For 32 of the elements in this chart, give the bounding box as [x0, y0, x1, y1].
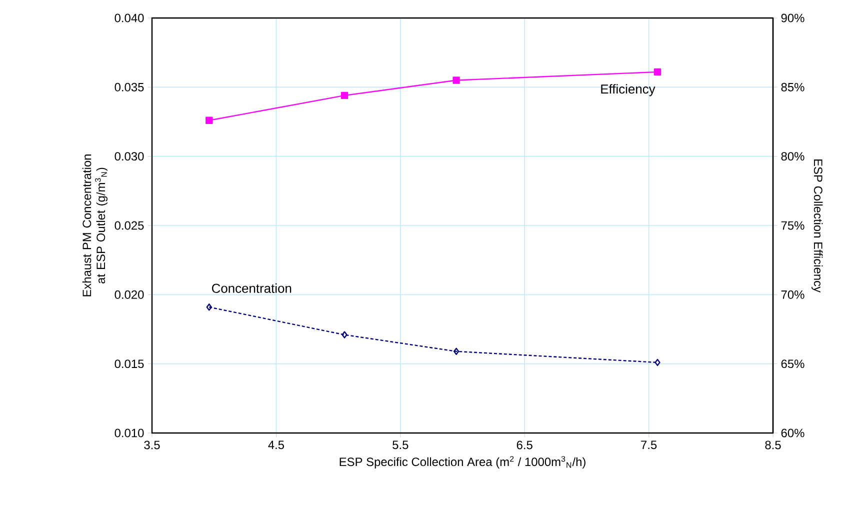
y-tick-label: 0.035 [114, 82, 144, 92]
y2-tick-label: 85% [781, 82, 804, 92]
x-axis-title: ESP Specific Collection Area (m$^{2}$ / 1000m$^{3}$$_{N}$/h) [340, 456, 586, 468]
series-label: Efficiency [601, 84, 656, 96]
x-tick-label: 6.5 [516, 440, 532, 450]
x-tick-label: 8.5 [765, 440, 781, 450]
y2-tick-label: 90% [781, 14, 804, 22]
point [340, 92, 348, 100]
point [654, 68, 662, 76]
point [206, 116, 213, 124]
y2-tick-label: 60% [781, 428, 804, 438]
point [654, 358, 660, 366]
x-tick-label: 4.5 [268, 440, 284, 450]
y2-axis-title: ESP Collection Efficiency [812, 159, 823, 292]
point [342, 331, 348, 338]
x-tick-label: 3.5 [144, 440, 160, 450]
point [453, 348, 460, 355]
y-tick-label: 0.015 [114, 360, 144, 368]
y2-tick-label: 80% [781, 152, 804, 161]
y-tick-label: 0.020 [114, 290, 144, 299]
y-tick-label: 0.025 [114, 221, 144, 230]
y-tick-label: 0.040 [114, 14, 144, 22]
x-tick-label: 5.5 [392, 440, 408, 450]
point [206, 304, 212, 311]
point [452, 76, 460, 84]
y2-tick-label: 70% [781, 290, 804, 299]
y-tick-label: 0.010 [114, 428, 144, 438]
y2-tick-label: 75% [781, 221, 804, 230]
series-label: Concentration [212, 283, 292, 293]
y2-tick-label: 65% [781, 360, 804, 368]
y-tick-label: 0.030 [114, 152, 144, 161]
x-tick-label: 7.5 [641, 440, 657, 450]
